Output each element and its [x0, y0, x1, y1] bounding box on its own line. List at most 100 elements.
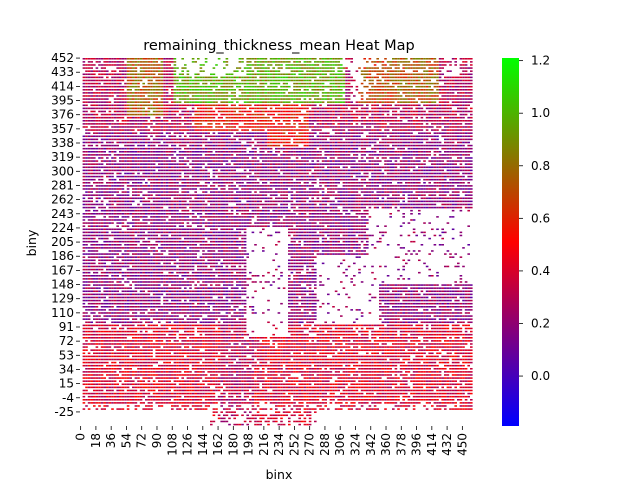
heatmap-cell [249, 110, 252, 113]
heatmap-cell [316, 79, 320, 82]
heatmap-cell [202, 169, 205, 172]
heatmap-cell [121, 160, 125, 162]
heatmap-cell [462, 113, 465, 116]
heatmap-cell [386, 138, 390, 141]
heatmap-cell [106, 113, 109, 116]
heatmap-cell [191, 58, 195, 60]
heatmap-cell [392, 157, 395, 159]
heatmap-cell [225, 76, 229, 79]
heatmap-cell [353, 154, 356, 156]
heatmap-cell [100, 163, 104, 165]
heatmap-cell [98, 89, 101, 91]
heatmap-cell [381, 107, 385, 110]
heatmap-cell [457, 82, 460, 85]
heatmap-cell [134, 135, 138, 138]
heatmap-cell [186, 95, 190, 97]
heatmap-cell [301, 132, 304, 134]
heatmap-cell [113, 82, 117, 85]
heatmap-cell [345, 132, 348, 134]
heatmap-cell [295, 138, 299, 141]
heatmap-cell [103, 82, 106, 85]
heatmap-cell [415, 64, 418, 66]
heatmap-cell [353, 138, 356, 141]
heatmap-cell [420, 144, 424, 147]
heatmap-cell [191, 138, 195, 141]
heatmap-cell [308, 110, 312, 113]
heatmap-cell [451, 95, 455, 97]
heatmap-cell [467, 76, 470, 79]
heatmap-cell [436, 144, 439, 147]
heatmap-cell [259, 172, 262, 175]
heatmap-cell [132, 144, 135, 147]
heatmap-cell [298, 61, 301, 63]
heatmap-cell [303, 79, 307, 82]
heatmap-cell [139, 147, 143, 150]
heatmap-cell [303, 163, 307, 165]
heatmap-cell [87, 166, 91, 169]
heatmap-cell [298, 160, 301, 162]
heatmap-cell [121, 92, 125, 94]
heatmap-cell [111, 157, 114, 159]
heatmap-cell [459, 154, 463, 156]
heatmap-cell [256, 64, 260, 66]
heatmap-cell [251, 141, 255, 144]
heatmap-cell [121, 154, 125, 156]
heatmap-cell [347, 172, 351, 175]
heatmap-cell [264, 98, 268, 100]
heatmap-cell [171, 76, 174, 79]
heatmap-cell [402, 101, 405, 103]
heatmap-cell [160, 92, 164, 94]
heatmap-cell [381, 89, 385, 91]
heatmap-cell [298, 76, 301, 79]
heatmap-cell [113, 160, 117, 162]
heatmap-cell [420, 129, 424, 131]
heatmap-cell [347, 92, 351, 94]
heatmap-cell [288, 67, 291, 69]
heatmap-cell [100, 126, 104, 128]
heatmap-cell [264, 79, 268, 82]
heatmap-cell [457, 154, 460, 156]
heatmap-cell [402, 151, 405, 153]
heatmap-cell [459, 163, 463, 165]
heatmap-cell [314, 95, 317, 97]
heatmap-cell [282, 79, 286, 82]
heatmap-cell [373, 95, 377, 97]
heatmap-cell [269, 58, 273, 60]
heatmap-cell [137, 85, 140, 88]
heatmap-cell [459, 82, 463, 85]
heatmap-cell [376, 82, 379, 85]
heatmap-cell [158, 82, 161, 85]
heatmap-cell [246, 166, 249, 169]
heatmap-cell [119, 172, 122, 175]
heatmap-cell [316, 107, 320, 110]
heatmap-cell [134, 73, 138, 76]
heatmap-cell [454, 151, 457, 153]
heatmap-cell [316, 101, 320, 103]
heatmap-cell [267, 154, 270, 156]
heatmap-cell [204, 126, 208, 128]
heatmap-cell [113, 116, 117, 119]
heatmap-cell [290, 104, 294, 107]
heatmap-cell [355, 101, 359, 103]
heatmap-cell [295, 98, 299, 100]
heatmap-cell [280, 147, 283, 150]
heatmap-cell [259, 64, 262, 66]
heatmap-cell [116, 147, 119, 150]
heatmap-cell [267, 101, 270, 103]
heatmap-cell [145, 98, 148, 100]
heatmap-cell [223, 160, 226, 162]
heatmap-cell [111, 172, 114, 175]
heatmap-cell [124, 151, 127, 153]
heatmap-cell [121, 129, 125, 131]
heatmap-cell [363, 67, 366, 69]
heatmap-cell [420, 85, 424, 88]
heatmap-cell [290, 107, 294, 110]
heatmap-cell [290, 95, 294, 97]
heatmap-cell [420, 172, 424, 175]
heatmap-cell [371, 123, 374, 125]
heatmap-cell [204, 166, 208, 169]
heatmap-cell [454, 132, 457, 134]
heatmap-cell [121, 89, 125, 91]
heatmap-cell [150, 132, 153, 134]
heatmap-cell [132, 98, 135, 100]
